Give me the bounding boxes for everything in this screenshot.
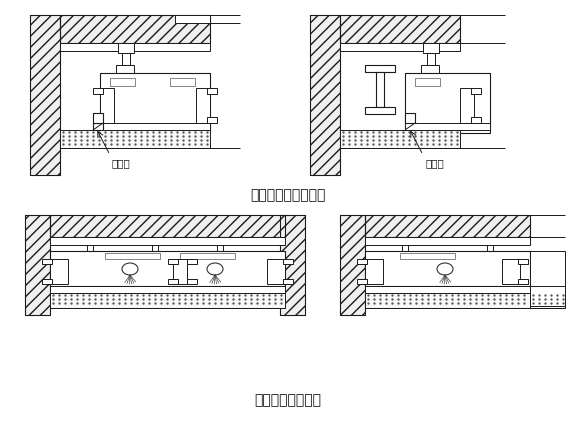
Bar [340,130,460,148]
Bar [280,215,305,315]
Bar [365,65,395,72]
Bar [170,78,195,86]
Bar [365,251,530,286]
Bar [429,73,433,81]
Bar [340,215,365,315]
Bar [100,88,114,123]
Bar [30,15,60,175]
Bar [310,15,340,175]
Bar [60,43,210,51]
Text: 铝角线: 铝角线 [112,158,131,168]
Bar [365,237,530,245]
Bar [42,279,52,284]
Bar [340,215,365,315]
Bar [340,15,460,43]
Bar [427,53,435,65]
Bar [487,237,493,251]
Bar [110,78,135,86]
Bar [267,259,285,284]
Bar [60,15,210,43]
Bar [530,251,565,306]
Bar [376,72,384,107]
Bar [168,259,178,264]
Bar [400,253,455,259]
Bar [122,53,130,65]
Bar [365,107,395,114]
Bar [518,259,528,264]
Bar [340,15,460,43]
Bar [365,293,530,308]
Bar [187,259,197,264]
Bar [93,113,103,123]
Ellipse shape [437,263,453,275]
Bar [310,15,340,175]
Bar [124,73,128,81]
Bar [175,15,210,23]
Bar [357,279,367,284]
Bar [207,117,217,123]
Bar [87,237,93,251]
Bar [30,15,60,175]
Bar [168,279,178,284]
Bar [283,279,293,284]
Text: 吊顶与灯盘的结合: 吊顶与灯盘的结合 [255,393,321,407]
Bar [196,88,210,123]
Bar [50,237,285,245]
Bar [405,123,490,130]
Ellipse shape [122,263,138,275]
Bar [50,251,285,286]
Bar [365,286,530,293]
Bar [405,113,415,123]
Bar [207,88,217,94]
Bar [357,259,367,264]
Bar [93,88,103,94]
Bar [187,279,197,284]
Bar [283,259,293,264]
Bar [173,259,187,284]
Bar [118,43,134,53]
Bar [60,15,210,43]
Bar [50,293,285,308]
Bar [460,88,474,123]
Bar [502,259,520,284]
Text: 木线条: 木线条 [425,158,444,168]
Bar [60,130,210,148]
Bar [471,117,481,123]
Bar [50,215,285,237]
Bar [530,293,565,308]
Text: 吊顶与窗帘盒的结合: 吊顶与窗帘盒的结合 [251,188,325,202]
Bar [100,73,210,133]
Bar [42,259,52,264]
Bar [421,65,439,73]
Bar [415,78,440,86]
Bar [217,237,223,251]
Bar [340,43,460,51]
Bar [365,215,530,237]
Bar [25,215,50,315]
Bar [518,279,528,284]
Bar [93,117,103,123]
Bar [405,73,490,133]
Bar [25,215,50,315]
Bar [180,253,235,259]
Bar [93,123,103,130]
Bar [365,259,383,284]
Bar [423,43,439,53]
Bar [152,237,158,251]
Bar [280,215,305,315]
Bar [105,253,160,259]
Bar [402,237,408,251]
Bar [50,215,285,237]
Bar [116,65,134,73]
Bar [471,88,481,94]
Bar [100,123,210,130]
Bar [50,259,68,284]
Bar [365,215,530,237]
Ellipse shape [207,263,223,275]
Bar [50,286,285,293]
